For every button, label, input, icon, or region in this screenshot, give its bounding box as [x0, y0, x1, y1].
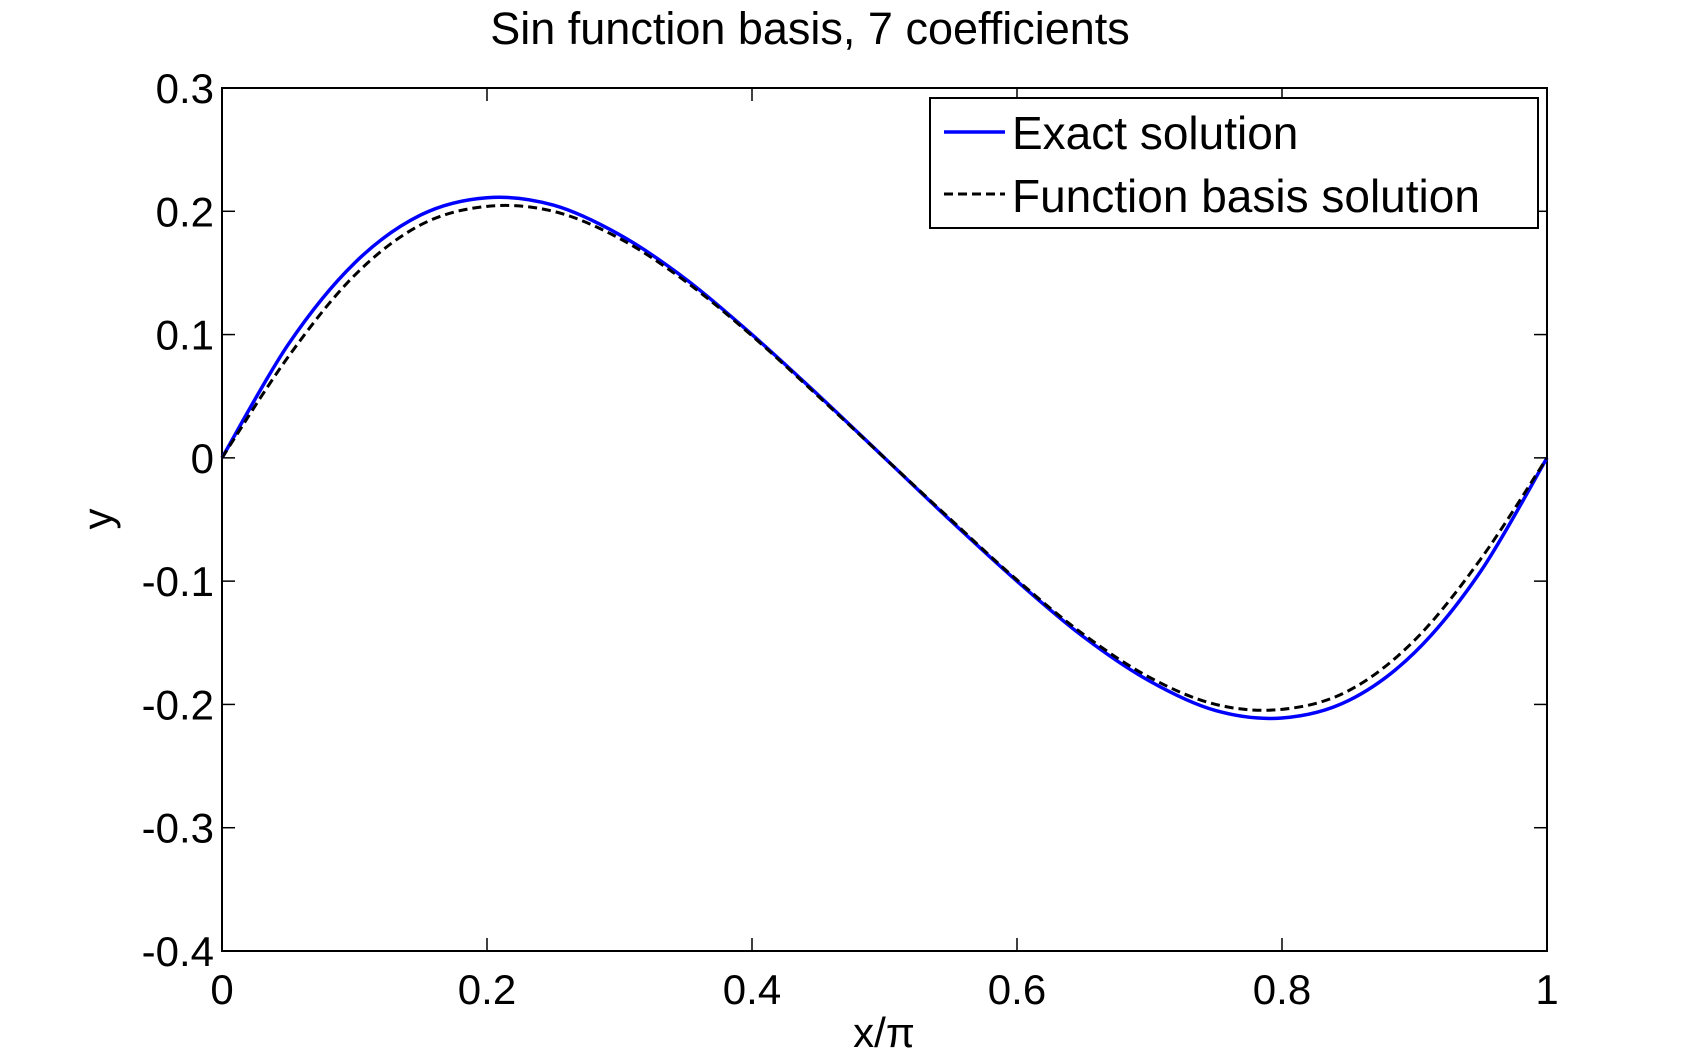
y-tick-label: -0.3 [142, 805, 214, 852]
y-tick-label: 0.3 [156, 65, 214, 112]
y-tick-label: 0 [191, 435, 214, 482]
y-tick-label: 0.1 [156, 312, 214, 359]
legend-box [929, 97, 1539, 229]
y-tick-label: 0.2 [156, 188, 214, 235]
x-tick-label: 0.6 [988, 966, 1046, 1013]
x-tick-label: 0.4 [723, 966, 781, 1013]
legend-label-exact: Exact solution [1012, 107, 1298, 159]
x-tick-label: 0.8 [1253, 966, 1311, 1013]
x-tick-label: 1 [1535, 966, 1558, 1013]
x-axis-label: x/π [853, 1009, 915, 1056]
chart-title: Sin function basis, 7 coefficients [490, 3, 1130, 54]
x-tick-label: 0 [210, 966, 233, 1013]
y-tick-label: -0.2 [142, 681, 214, 728]
y-axis-ticks: 0.3 0.2 0.1 0 -0.1 -0.2 -0.3 -0.4 [142, 65, 1547, 975]
legend-label-function-basis: Function basis solution [1012, 170, 1480, 222]
y-axis-label: y [74, 509, 121, 530]
legend: Exact solution Function basis solution [929, 97, 1539, 229]
function-basis-solution-line [220, 203, 1549, 712]
series-layer [220, 195, 1549, 721]
plot-area [221, 87, 1548, 952]
y-tick-label: -0.4 [142, 928, 214, 975]
y-tick-label: -0.1 [142, 558, 214, 605]
x-axis-ticks: 0 0.2 0.4 0.6 0.8 1 [210, 88, 1559, 1013]
x-tick-label: 0.2 [458, 966, 516, 1013]
